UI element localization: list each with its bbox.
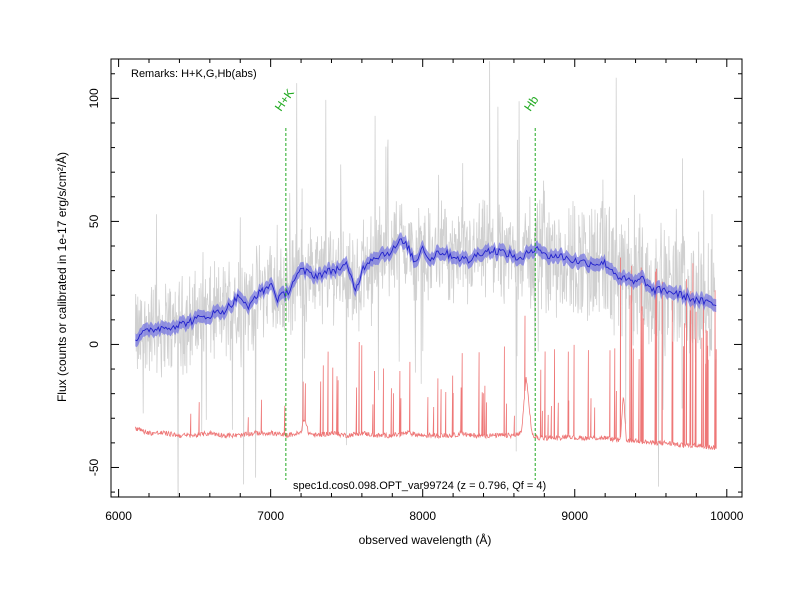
sky-spectrum-layer — [134, 257, 717, 451]
remarks-text: Remarks: H+K,G,Hb(abs) — [131, 68, 257, 80]
x-tick-label: 7000 — [257, 509, 284, 523]
sky-spectrum-line — [134, 257, 717, 451]
y-tick-label: -50 — [87, 458, 101, 476]
x-tick-label: 10000 — [710, 509, 744, 523]
plot-frame — [110, 58, 743, 498]
x-tick-label: 6000 — [105, 509, 132, 523]
y-axis-title: Flux (counts or calibrated in 1e-17 erg/… — [54, 152, 69, 402]
x-tick-label: 9000 — [561, 509, 588, 523]
axis-ticks: 6000 7000 8000 9000 10000 -50 0 50 100 — [87, 59, 744, 523]
x-tick-label: 8000 — [409, 509, 436, 523]
smoothed-spectrum-line — [135, 238, 717, 342]
y-tick-label: 0 — [87, 341, 101, 348]
y-tick-label: 100 — [87, 88, 101, 108]
smoothed-error-band — [135, 232, 717, 348]
smoothed-spectrum-layer — [135, 232, 717, 348]
y-tick-label: 50 — [87, 214, 101, 228]
spectrum-caption: spec1d.cos0.098.OPT_var99724 (z = 0.796,… — [293, 480, 546, 492]
x-axis-title: observed wavelength (Å) — [359, 532, 492, 547]
